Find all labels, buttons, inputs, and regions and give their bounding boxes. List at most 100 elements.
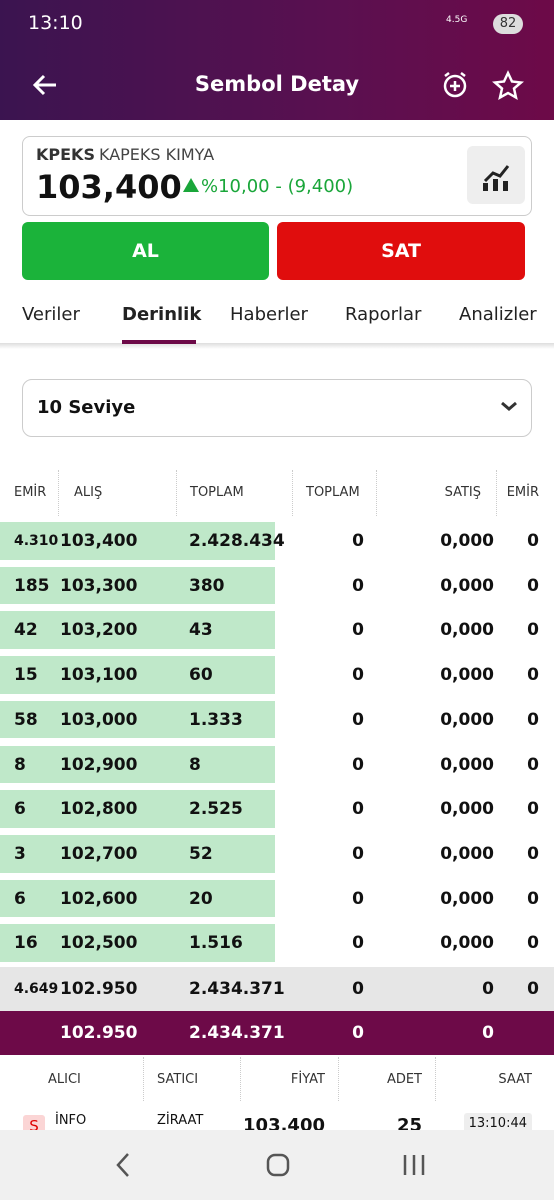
total-cell: 0 [482,1023,494,1043]
depth-cell: 0,000 [440,531,494,551]
depth-cell: 0 [352,620,364,641]
network: 4.5G [446,15,468,25]
depth-cell: 42 [14,620,38,641]
header-divider [496,470,497,516]
depth-cell: 0 [527,531,539,551]
bid-bar [0,566,275,605]
depth-cell: 8 [14,754,26,775]
symbol-card [22,136,532,216]
header-divider [338,1057,339,1101]
depth-cell: 0 [352,888,364,909]
depth-cell: 0 [527,933,539,954]
favorite-button[interactable] [492,70,524,100]
divider [0,343,554,349]
depth-cell: 8 [189,754,201,775]
depth-header: EMİR [14,485,47,500]
bid-bar [0,879,275,918]
level-text: 10 Seviye [37,397,136,418]
tab[interactable]: Veriler [22,304,80,325]
total-cell: 2.434.371 [189,1023,285,1043]
depth-cell: 4.310 [14,533,59,549]
depth-cell: 0 [527,799,539,820]
depth-cell: 0 [352,575,364,596]
depth-cell: 0 [527,665,539,686]
depth-cell: 2.525 [189,799,243,820]
back-button[interactable] [30,70,60,100]
depth-header: TOPLAM [190,485,244,500]
depth-cell: 0 [527,888,539,909]
depth-cell: 2.428.434 [189,531,285,551]
chevron [501,401,517,411]
depth-cell: 0 [352,843,364,864]
depth-cell: 0,000 [440,620,494,641]
symbol-code: KPEKS [36,145,95,164]
header-divider [58,470,59,516]
buyer: İNFO [55,1113,87,1128]
sell-button[interactable]: SAT [277,222,525,280]
bid-bar [0,924,275,962]
depth-cell: 43 [189,620,213,641]
header-divider [292,470,293,516]
chart-button[interactable] [467,146,525,204]
depth-cell: 102,600 [60,888,138,909]
bid-bar [0,522,275,560]
depth-cell: 0 [352,665,364,686]
seller: ZİRAAT [157,1113,204,1128]
depth-cell: 1.333 [189,709,243,730]
level-select[interactable] [22,379,532,437]
depth-cell: 0 [527,843,539,864]
depth-cell: 0,000 [440,888,494,909]
tab[interactable]: Derinlik [122,304,202,325]
total-cell: 102.950 [60,1023,138,1043]
summary-cell: 0 [482,979,494,999]
depth-cell: 103,000 [60,709,138,730]
bid-bar [0,790,275,828]
depth-cell: 103,200 [60,620,138,641]
depth-header: ALIŞ [74,485,103,500]
depth-cell: 52 [189,843,213,864]
header-divider [240,1057,241,1101]
header-divider [143,1057,144,1101]
summary-cell: 2.434.371 [189,979,285,999]
summary-row [0,967,554,1011]
top-bar [0,0,554,120]
nav-icons[interactable] [112,1150,442,1180]
buy-button[interactable]: AL [22,222,269,280]
depth-cell: 0,000 [440,709,494,730]
depth-cell: 380 [189,575,225,596]
depth-cell: 102,500 [60,933,138,954]
bid-bar [0,745,275,784]
depth-cell: 16 [14,933,38,954]
trade-header: SAAT [498,1072,532,1087]
bid-bar [0,611,275,650]
price: 103,400 [36,168,182,206]
tab[interactable]: Raporlar [345,304,422,325]
depth-cell: 1.516 [189,933,243,954]
depth-header: EMİR [506,485,539,500]
depth-cell: 0,000 [440,575,494,596]
header-divider [176,470,177,516]
depth-cell: 0 [527,620,539,641]
clock: 13:10 [28,12,83,34]
trade-header: ALICI [48,1072,81,1087]
depth-cell: 185 [14,575,50,596]
depth-cell: 0 [352,754,364,775]
header-divider [435,1057,436,1101]
depth-cell: 6 [14,799,26,820]
depth-cell: 0 [352,709,364,730]
alarm-button[interactable] [440,70,470,100]
tab[interactable]: Analizler [459,304,537,325]
symbol-name: KAPEKS KIMYA [99,145,215,164]
depth-cell: 103,400 [60,531,138,551]
bid-bar [0,656,275,694]
up-arrow [183,178,199,192]
depth-cell: 15 [14,665,38,686]
header-divider [376,470,377,516]
depth-cell: 0 [352,799,364,820]
tab[interactable]: Haberler [230,304,308,325]
depth-cell: 0,000 [440,843,494,864]
change: %10,00 - (9,400) [201,176,354,197]
depth-cell: 3 [14,843,26,864]
depth-cell: 0 [352,933,364,954]
depth-header: TOPLAM [306,485,360,500]
